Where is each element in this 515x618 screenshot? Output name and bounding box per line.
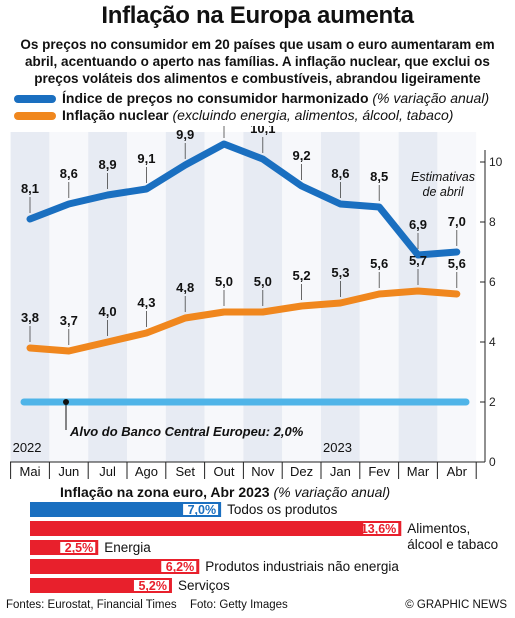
bar (30, 502, 222, 517)
footer-photo: Foto: Getty Images (190, 599, 288, 611)
page-subtitle: Os preços no consumidor em 20 países que… (20, 37, 495, 86)
x-tick-label: Fev (368, 464, 390, 479)
x-axis: Mai Jun Jul Ago Set Out Nov Dez Jan Fev Mar Abr 2022… (10, 440, 485, 479)
core-data-label: 5,0 (254, 274, 272, 289)
x-tick-label: Jun (58, 464, 79, 479)
legend-core-swatch (14, 112, 56, 121)
series-lines (26, 140, 461, 355)
legend-hicp-note: (% variação anual) (372, 90, 490, 106)
y-tick-label: 2 (489, 395, 496, 409)
x-tick-label: Jul (99, 464, 116, 479)
y-tick-label: 0 (489, 455, 496, 469)
core-data-label: 5,0 (215, 274, 233, 289)
month-band (49, 132, 89, 462)
core-data-label: 4,0 (99, 304, 117, 319)
bar-value-box (183, 504, 219, 515)
bar (30, 521, 402, 536)
y-tick-label: 10 (489, 155, 503, 169)
x-tick-label: Jan (330, 464, 351, 479)
bar-category-label: Todos os produtos (227, 502, 338, 517)
bar-value-label: 5,2% (138, 579, 167, 593)
legend-core: Inflação nuclear (excluindo energia, ali… (14, 107, 453, 123)
core-line (26, 287, 461, 355)
bar-value-box (363, 523, 399, 534)
bar-value-label: 2,5% (65, 541, 94, 555)
bar-value-label: 6,2% (166, 560, 195, 574)
footer-copyright: © GRAPHIC NEWS (405, 599, 507, 611)
core-data-label: 5,2 (293, 268, 311, 283)
core-data-label: 3,8 (21, 310, 39, 325)
core-data-label: 5,3 (331, 265, 349, 280)
hicp-data-label: 9,2 (293, 148, 311, 163)
hicp-data-label: 8,6 (60, 166, 78, 181)
legend-hicp: Índice de preços no consumidor harmoniza… (14, 90, 489, 106)
bar-chart-title-text: Inflação na zona euro, Abr 2023 (60, 484, 270, 500)
annotation-line2: de abril (423, 185, 465, 199)
hicp-data-label: 8,6 (331, 166, 349, 181)
bar-category-label: Alimentos, (407, 521, 470, 536)
core-data-label: 3,7 (60, 313, 78, 328)
core-data-label: 5,6 (370, 256, 388, 271)
y-tick-label: 6 (489, 275, 496, 289)
line-chart: 0 2 4 6 8 10 Alvo do Banco Central Europeu: 2… (10, 126, 503, 479)
hicp-line (26, 140, 461, 259)
core-data-label: 5,7 (409, 253, 427, 268)
core-data-label: 4,8 (176, 280, 194, 295)
bar-chart-title-note: (% variação anual) (273, 484, 391, 500)
target-line-group: Alvo do Banco Central Europeu: 2,0% (20, 398, 470, 439)
x-tick-label: Set (175, 464, 195, 479)
year-label: 2022 (13, 440, 42, 455)
x-tick-label: Ago (135, 464, 158, 479)
y-tick-label: 8 (489, 215, 496, 229)
month-band (10, 132, 50, 462)
bar-category-label: Energia (104, 540, 151, 555)
annotation-line1: Estimativas (411, 170, 475, 184)
footer-sources: Fontes: Eurostat, Financial Times (6, 599, 177, 611)
core-data-label: 4,3 (137, 295, 155, 310)
bar-value-box (60, 542, 96, 553)
core-data-label: 5,6 (448, 256, 466, 271)
month-bands (10, 132, 477, 462)
y-tick-label: 4 (489, 335, 496, 349)
bar (30, 559, 200, 574)
bar-category-label: álcool e tabaco (407, 537, 498, 552)
hicp-data-label: 8,1 (21, 181, 39, 196)
bar-chart-title: Inflação na zona euro, Abr 2023 (% varia… (60, 484, 390, 500)
target-label: Alvo do Banco Central Europeu: 2,0% (69, 424, 304, 439)
bar-category-label: Serviços (178, 578, 230, 593)
hicp-data-label: 9,1 (137, 151, 155, 166)
month-band (398, 132, 438, 462)
page-title: Inflação na Europa aumenta (101, 2, 414, 29)
x-tick-label: Mai (20, 464, 41, 479)
legend-hicp-label: Índice de preços no consumidor harmoniza… (62, 90, 369, 106)
year-label: 2023 (323, 440, 352, 455)
hicp-data-label: 8,9 (99, 157, 117, 172)
bar-value-box (161, 561, 197, 572)
x-tick-label: Mar (407, 464, 430, 479)
legend-hicp-swatch (14, 95, 56, 104)
x-tick-label: Abr (447, 464, 468, 479)
hicp-data-label: 7,0 (448, 214, 466, 229)
y-axis: 0 2 4 6 8 10 (480, 150, 503, 469)
bar-chart: 7,0% Todos os produtos 13,6% Alimentos,álco… (30, 502, 498, 593)
x-tick-label: Out (214, 464, 235, 479)
x-tick-label: Dez (290, 464, 313, 479)
legend-core-note: (excluindo energia, alimentos, álcool, t… (172, 107, 454, 123)
hicp-data-label: 9,9 (176, 127, 194, 142)
target-pointer-dot (63, 399, 69, 405)
bar-value-label: 13,6% (361, 522, 396, 536)
hicp-data-label: 8,5 (370, 169, 388, 184)
legend-core-label: Inflação nuclear (62, 107, 169, 123)
hicp-data-label: 10,1 (250, 126, 275, 136)
data-labels: 8,18,68,99,19,910,610,19,28,68,56,97,03,… (21, 126, 475, 345)
hicp-data-label: 6,9 (409, 217, 427, 232)
bar-category-label: Produtos industriais não energia (205, 559, 399, 574)
x-tick-label: Nov (251, 464, 275, 479)
bar-value-label: 7,0% (188, 503, 217, 517)
bar-value-box (133, 580, 169, 591)
